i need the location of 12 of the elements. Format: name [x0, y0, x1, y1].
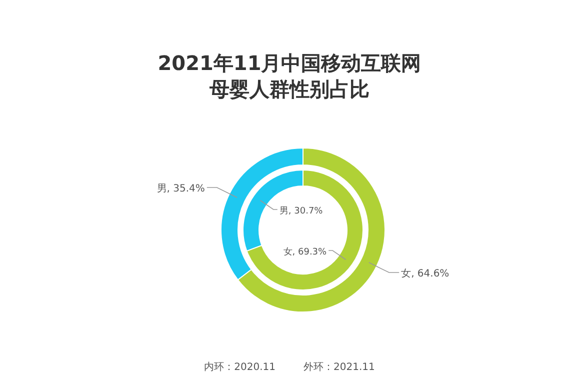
chart-title: 2021年11月中国移动互联网	[156, 50, 422, 76]
slice-label: 女	[283, 246, 292, 258]
chart-subtitle: 母婴人群性别占比	[208, 76, 370, 102]
text: 内环：2020.11	[204, 362, 276, 373]
data-label: , 35.4%	[166, 183, 205, 194]
data-label: , 69.3%	[292, 248, 328, 258]
slice-label: 女	[401, 268, 412, 280]
category-label: 男	[156, 183, 167, 194]
text: 外环：2021.11	[304, 362, 375, 373]
slice-label: 男	[279, 205, 288, 216]
data-label: , 30.7%	[288, 206, 324, 216]
data-label: , 64.6%	[411, 268, 450, 280]
